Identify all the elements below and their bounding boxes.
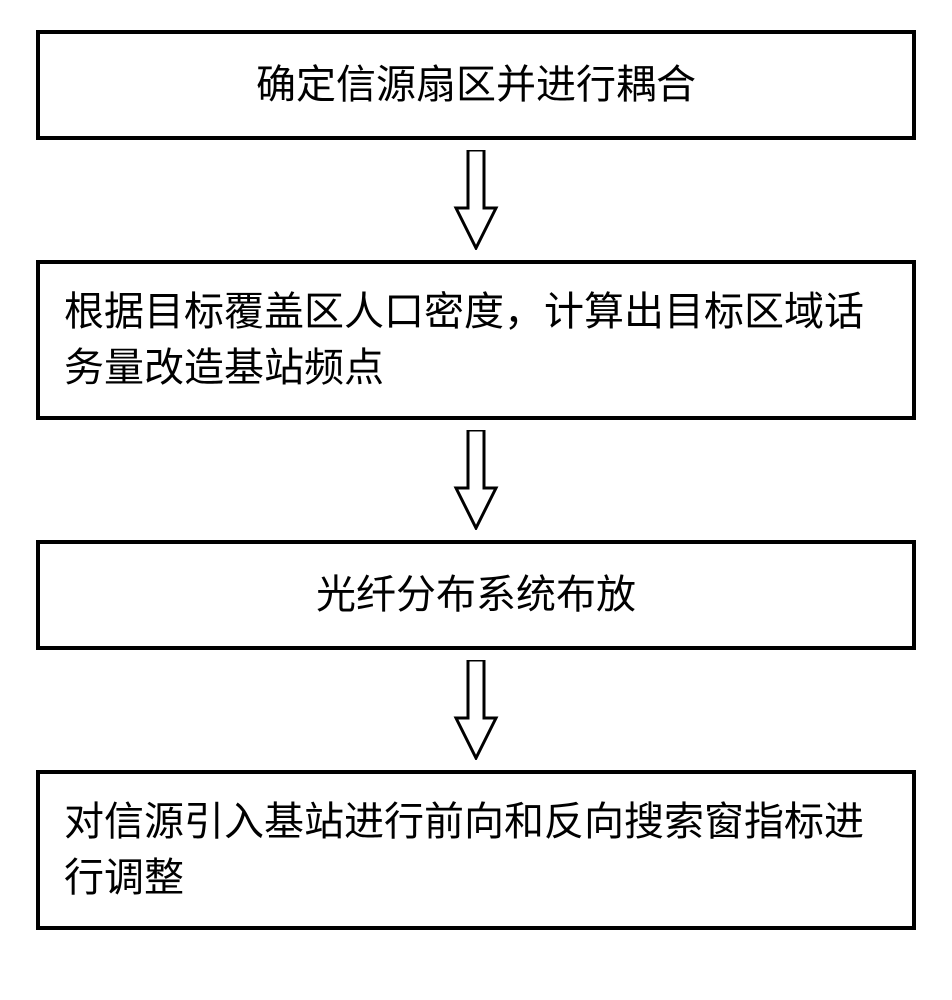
step-text: 对信源引入基站进行前向和反向搜索窗指标进行调整 [64,794,888,906]
down-arrow-icon [452,430,500,530]
flowchart-step-2: 根据目标覆盖区人口密度，计算出目标区域话务量改造基站频点 [36,260,916,420]
step-text: 光纤分布系统布放 [316,567,636,623]
flowchart-container: 确定信源扇区并进行耦合 根据目标覆盖区人口密度，计算出目标区域话务量改造基站频点… [20,30,932,930]
arrow-1 [452,140,500,260]
down-arrow-icon [452,660,500,760]
flowchart-step-3: 光纤分布系统布放 [36,540,916,650]
step-text: 确定信源扇区并进行耦合 [256,57,696,113]
arrow-3 [452,650,500,770]
flowchart-step-1: 确定信源扇区并进行耦合 [36,30,916,140]
flowchart-step-4: 对信源引入基站进行前向和反向搜索窗指标进行调整 [36,770,916,930]
arrow-2 [452,420,500,540]
step-text: 根据目标覆盖区人口密度，计算出目标区域话务量改造基站频点 [64,284,888,396]
down-arrow-icon [452,150,500,250]
